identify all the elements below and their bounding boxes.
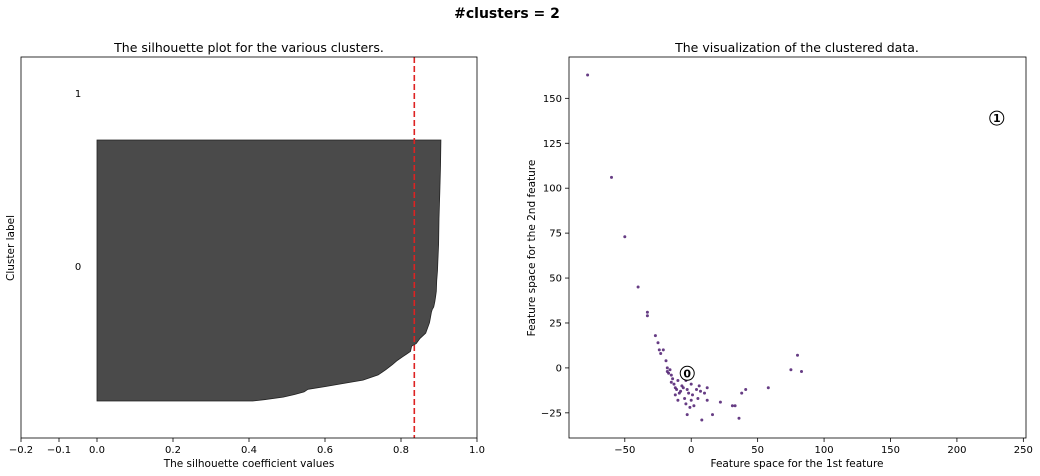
silhouette-xtick-label: 0.6: [317, 445, 333, 456]
scatter-ytick-label: −25: [541, 408, 562, 419]
data-point: [683, 397, 687, 400]
scatter-plot-frame: [568, 56, 1027, 439]
silhouette-band-cluster-0: [96, 139, 442, 402]
scatter-ytick-label: 75: [549, 229, 562, 240]
data-point: [705, 386, 709, 390]
scatter-ytick-label: 50: [549, 274, 562, 285]
cluster-center-label-0: 0: [683, 367, 691, 380]
data-point: [675, 388, 679, 391]
scatter-xtick-label: 100: [815, 445, 834, 456]
data-point: [700, 418, 704, 422]
silhouette-xtick-label: 0.2: [165, 445, 181, 456]
scatter-xtick-label: 250: [1014, 445, 1033, 456]
data-point: [789, 368, 793, 372]
data-point: [669, 380, 673, 384]
data-point: [703, 391, 706, 395]
cluster-center-label-1: 1: [993, 112, 1001, 125]
data-point: [718, 400, 722, 404]
data-point: [673, 393, 677, 397]
scatter-xtick-label: 200: [947, 445, 966, 456]
data-point: [796, 353, 799, 357]
data-point: [653, 334, 657, 338]
data-point: [696, 397, 700, 400]
data-point: [669, 373, 673, 377]
data-point: [661, 348, 665, 352]
silhouette-xtick-label: 0.0: [89, 445, 105, 456]
data-point: [699, 389, 702, 393]
scatter-ytick-label: 100: [543, 184, 562, 195]
scatter-title: The visualization of the clustered data.: [674, 40, 919, 55]
data-point: [697, 384, 701, 388]
scatter-ytick-label: 150: [543, 94, 562, 105]
data-point: [676, 398, 680, 402]
data-point: [679, 389, 683, 393]
data-point: [657, 348, 661, 352]
data-point: [800, 370, 803, 373]
silhouette-ylabel: Cluster label: [5, 215, 17, 281]
data-point: [610, 175, 613, 179]
data-point: [692, 404, 696, 408]
cluster-scatter-plot: The visualization of the clustered data.…: [526, 40, 1033, 470]
scatter-xtick-label: 0: [688, 445, 694, 456]
silhouette-xtick-label: −0.1: [47, 445, 71, 456]
data-point: [695, 388, 698, 391]
silhouette-title: The silhouette plot for the various clus…: [113, 40, 384, 55]
data-point: [766, 386, 770, 390]
data-point: [645, 314, 649, 318]
silhouette-xtick-label: 0.8: [393, 445, 409, 456]
data-point: [730, 404, 734, 408]
figure-suptitle: #clusters = 2: [454, 6, 560, 22]
data-point: [668, 368, 672, 372]
data-point: [676, 379, 680, 382]
silhouette-plot: The silhouette plot for the various clus…: [5, 40, 485, 470]
data-point: [672, 382, 676, 386]
data-point: [733, 404, 737, 408]
scatter-xlabel: Feature space for the 1st feature: [710, 458, 883, 470]
data-point: [737, 416, 741, 420]
data-point: [656, 341, 660, 345]
data-point: [636, 285, 640, 289]
data-point: [659, 352, 663, 355]
silhouette-xtick-label: −0.2: [9, 445, 33, 456]
data-point: [711, 413, 714, 417]
data-point: [685, 388, 689, 391]
silhouette-xlabel: The silhouette coefficient values: [163, 458, 335, 470]
data-point: [689, 398, 693, 402]
scatter-ytick-label: 125: [543, 139, 562, 150]
scatter-ylabel: Feature space for the 2nd feature: [526, 160, 538, 337]
scatter-ytick-label: 25: [549, 318, 562, 329]
cluster-center-0: [679, 365, 695, 381]
data-point: [689, 382, 693, 386]
data-point: [688, 405, 692, 409]
scatter-xtick-label: 50: [751, 445, 764, 456]
silhouette-xtick-label: 0.4: [241, 445, 257, 456]
scatter-ytick-label: 0: [556, 363, 562, 374]
scatter-xtick-label: −50: [614, 445, 635, 456]
data-point: [667, 371, 671, 375]
cluster-label-0: 0: [75, 262, 81, 273]
data-point: [687, 391, 691, 395]
silhouette-xtick-label: 1.0: [469, 445, 485, 456]
cluster-label-1: 1: [75, 89, 81, 100]
data-point: [685, 413, 689, 417]
data-point: [744, 388, 748, 391]
data-point: [705, 398, 709, 402]
data-point: [681, 386, 685, 390]
scatter-xtick-label: 150: [881, 445, 900, 456]
data-point: [665, 366, 669, 370]
cluster-center-1: [989, 110, 1005, 126]
data-point: [684, 402, 688, 406]
data-point: [586, 73, 590, 77]
data-point: [645, 310, 649, 314]
data-point: [691, 393, 694, 397]
data-point: [623, 235, 627, 239]
data-point: [740, 391, 744, 395]
data-point: [671, 377, 675, 381]
data-point: [664, 359, 668, 363]
